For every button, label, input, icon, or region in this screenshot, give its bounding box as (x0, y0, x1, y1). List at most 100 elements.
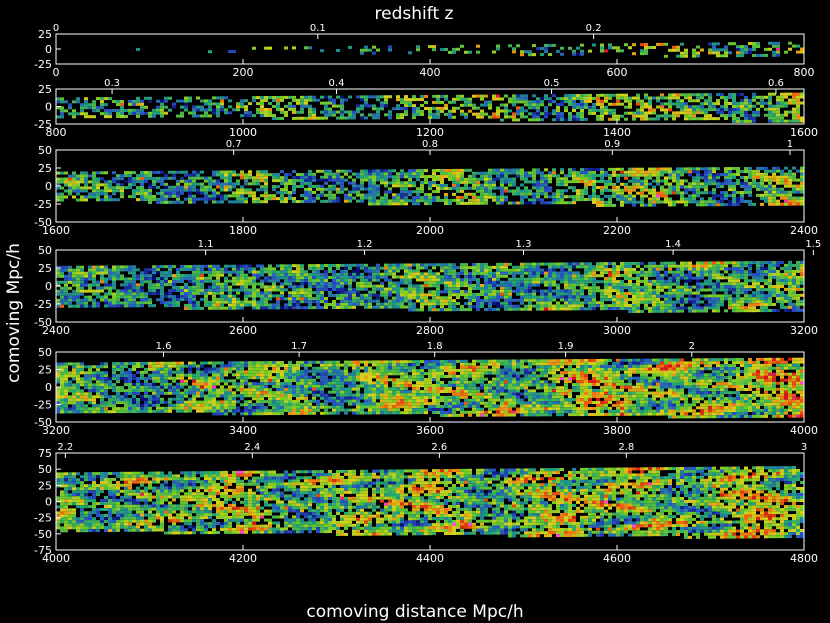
density-cell (404, 278, 408, 282)
density-cell (540, 304, 544, 308)
density-cell (456, 296, 460, 300)
density-cell (236, 105, 240, 109)
density-cell (656, 303, 660, 307)
density-cell (448, 302, 452, 306)
density-cell (436, 199, 440, 202)
density-cell (696, 117, 700, 121)
density-cell (644, 303, 648, 307)
density-cell (56, 298, 60, 302)
density-cell (776, 166, 780, 170)
density-cell (568, 274, 572, 278)
density-cell (588, 277, 592, 281)
density-cell (232, 279, 236, 283)
density-cell (500, 177, 504, 181)
density-cell (172, 170, 176, 174)
density-cell (536, 97, 540, 101)
density-cell (280, 306, 284, 310)
density-cell (572, 180, 576, 184)
density-cell (288, 300, 292, 304)
density-cell (196, 291, 200, 295)
density-cell (148, 304, 152, 308)
density-cell (200, 291, 204, 295)
density-cell (764, 196, 768, 200)
density-cell (680, 261, 684, 265)
density-cell (300, 282, 304, 286)
density-cell (372, 181, 376, 185)
density-cell (228, 105, 232, 109)
density-cell (676, 182, 680, 186)
density-cell (176, 274, 180, 277)
density-cell (556, 97, 560, 101)
density-cell (588, 108, 592, 112)
density-cell (668, 185, 672, 189)
density-cell (636, 291, 640, 295)
density-cell (688, 267, 692, 271)
density-cell (464, 195, 468, 199)
density-cell (436, 190, 440, 193)
density-cell (212, 111, 216, 115)
density-cell (536, 295, 540, 299)
density-cell (432, 296, 436, 300)
density-cell (780, 190, 784, 194)
density-cell (352, 190, 356, 194)
density-cell (140, 304, 144, 308)
density-cell (140, 105, 144, 109)
density-cell (528, 174, 532, 178)
density-cell (208, 114, 212, 118)
density-cell (76, 298, 80, 302)
density-cell (224, 297, 228, 301)
density-cell (556, 118, 560, 122)
density-cell (172, 188, 176, 192)
density-cell (344, 169, 348, 173)
density-cell (416, 187, 420, 191)
density-cell (332, 276, 336, 279)
density-cell (412, 202, 416, 206)
density-cell (296, 285, 300, 289)
density-cell (472, 192, 476, 196)
density-cell (476, 50, 480, 54)
density-cell (796, 95, 800, 99)
density-cell (652, 261, 656, 265)
density-cell (632, 176, 636, 180)
density-cell (492, 186, 496, 190)
density-cell (324, 300, 328, 303)
density-cell (648, 173, 652, 177)
density-cell (216, 102, 220, 106)
density-cell (724, 191, 728, 195)
density-cell (172, 295, 176, 299)
density-cell (356, 272, 360, 276)
density-cell (352, 172, 356, 176)
density-cell (252, 294, 256, 298)
density-cell (292, 303, 296, 307)
density-cell (536, 271, 540, 275)
density-cell (596, 268, 600, 272)
density-cell (520, 109, 524, 113)
density-cell (624, 304, 628, 307)
density-cell (252, 279, 256, 283)
density-cell (204, 108, 208, 112)
density-cell (560, 277, 564, 281)
density-cell (572, 262, 576, 266)
density-cell (408, 269, 412, 273)
density-cell (688, 270, 692, 274)
density-cell (616, 188, 620, 192)
density-cell (184, 292, 188, 295)
density-cell (316, 98, 320, 102)
density-cell (648, 111, 652, 115)
density-cell (292, 306, 296, 310)
density-cell (92, 277, 96, 281)
density-cell (384, 299, 388, 303)
density-cell (112, 189, 116, 193)
density-cell (592, 174, 596, 177)
density-cell (672, 114, 676, 118)
density-cell (604, 304, 608, 308)
density-cell (524, 189, 528, 193)
density-cell (528, 280, 532, 284)
density-cell (496, 283, 500, 287)
density-cell (720, 185, 724, 189)
density-cell (564, 271, 568, 275)
density-cell (608, 176, 612, 180)
density-cell (284, 270, 288, 274)
density-cell (440, 175, 444, 178)
density-cell (396, 196, 400, 200)
